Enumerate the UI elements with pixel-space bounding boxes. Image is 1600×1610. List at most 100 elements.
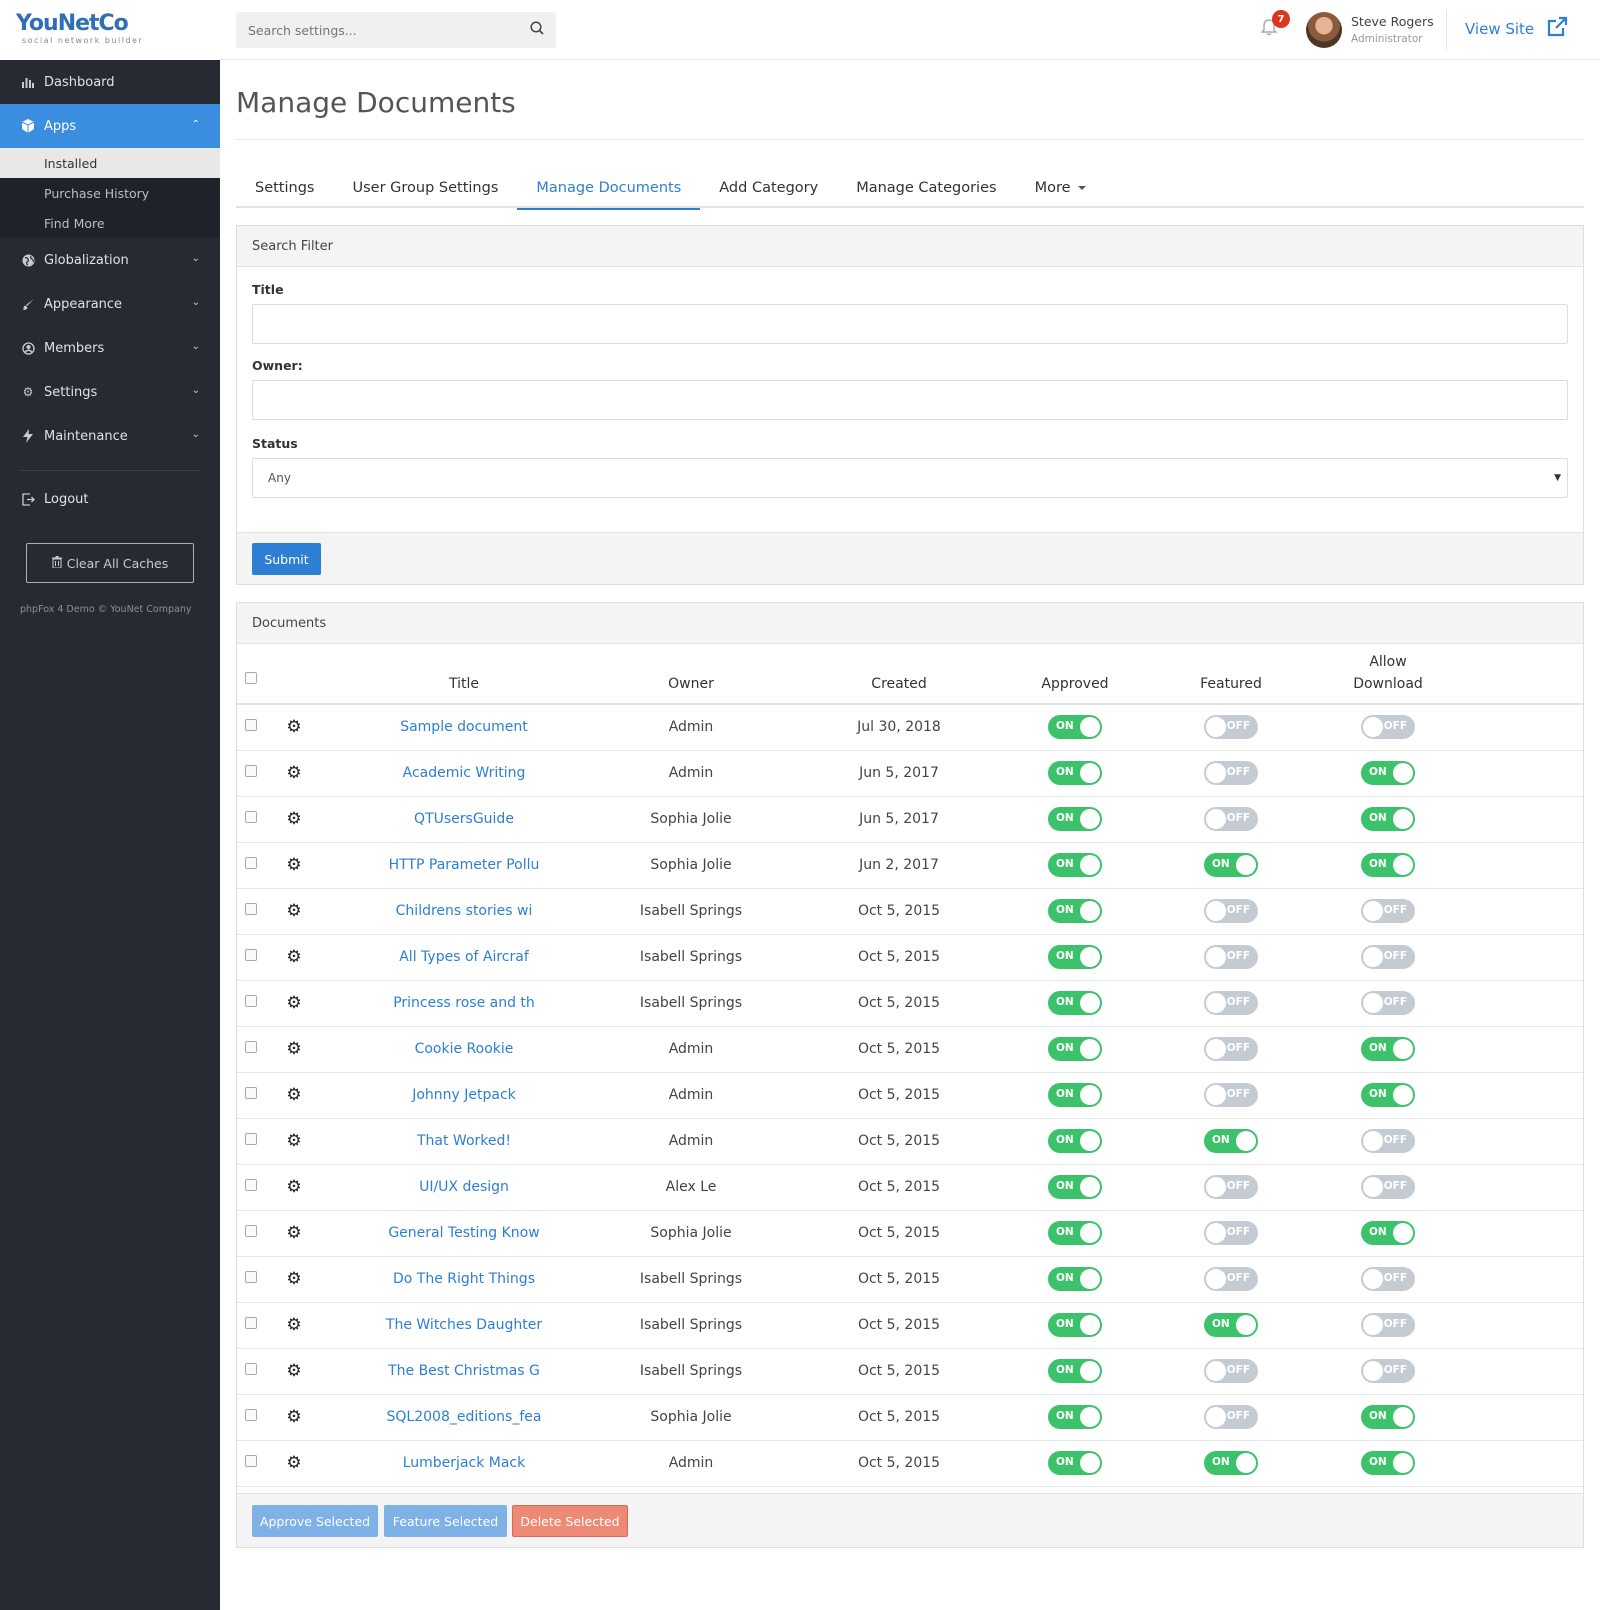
submit-button[interactable]: Submit <box>252 543 321 575</box>
row-checkbox[interactable] <box>245 1087 257 1099</box>
tab-more[interactable]: More <box>1016 168 1105 208</box>
gear-icon[interactable]: ⚙ <box>286 1085 302 1105</box>
featured-toggle[interactable]: OFF <box>1204 991 1258 1015</box>
row-checkbox[interactable] <box>245 1363 257 1375</box>
document-title-link[interactable]: Sample document <box>400 719 528 736</box>
row-checkbox[interactable] <box>245 1317 257 1329</box>
document-title-link[interactable]: Lumberjack Mack <box>402 1455 526 1471</box>
featured-toggle[interactable]: OFF <box>1204 715 1258 740</box>
featured-toggle[interactable]: OFF <box>1204 1405 1258 1429</box>
gear-icon[interactable]: ⚙ <box>286 1315 302 1335</box>
featured-toggle[interactable]: OFF <box>1204 899 1258 923</box>
gear-icon[interactable]: ⚙ <box>286 1269 302 1289</box>
gear-icon[interactable]: ⚙ <box>286 1223 302 1243</box>
sidebar-subitem-purchase-history[interactable]: Purchase History <box>0 178 220 208</box>
featured-toggle[interactable]: ON <box>1204 853 1258 877</box>
sidebar-subitem-find-more[interactable]: Find More <box>0 208 220 238</box>
sidebar-item-settings[interactable]: ⚙ Settings ⌄ <box>0 370 220 414</box>
gear-icon[interactable]: ⚙ <box>286 1039 302 1059</box>
download-toggle[interactable]: OFF <box>1361 1359 1415 1383</box>
row-checkbox[interactable] <box>245 1041 257 1053</box>
download-toggle[interactable]: OFF <box>1361 945 1415 969</box>
approved-toggle[interactable]: ON <box>1048 761 1102 785</box>
sidebar-item-appearance[interactable]: Appearance ⌄ <box>0 282 220 326</box>
sidebar-item-members[interactable]: Members ⌄ <box>0 326 220 370</box>
sidebar-item-dashboard[interactable]: Dashboard <box>0 60 220 104</box>
clear-caches-button[interactable]: Clear All Caches <box>26 543 194 583</box>
download-toggle[interactable]: ON <box>1361 1083 1415 1107</box>
row-checkbox[interactable] <box>245 1455 257 1467</box>
gear-icon[interactable]: ⚙ <box>286 717 302 738</box>
gear-icon[interactable]: ⚙ <box>286 947 302 967</box>
document-title-link[interactable]: Childrens stories wi <box>395 903 533 919</box>
approved-header[interactable]: Approved <box>1021 644 1129 705</box>
download-toggle[interactable]: ON <box>1361 1221 1415 1245</box>
external-link-icon[interactable] <box>1546 16 1568 43</box>
row-checkbox[interactable] <box>245 1179 257 1191</box>
document-title-link[interactable]: UI/UX design <box>419 1179 509 1195</box>
approved-toggle[interactable]: ON <box>1048 1359 1102 1383</box>
gear-icon[interactable]: ⚙ <box>286 1453 302 1473</box>
download-toggle[interactable]: OFF <box>1361 899 1415 923</box>
document-title-link[interactable]: All Types of Aircraf <box>399 949 529 965</box>
document-title-link[interactable]: SQL2008_editions_fea <box>386 1409 542 1425</box>
approved-toggle[interactable]: ON <box>1048 1129 1102 1153</box>
title-field[interactable] <box>252 304 1568 344</box>
approved-toggle[interactable]: ON <box>1048 715 1102 740</box>
download-toggle[interactable]: OFF <box>1361 991 1415 1015</box>
approved-toggle[interactable]: ON <box>1048 991 1102 1015</box>
document-title-link[interactable]: HTTP Parameter Pollu <box>388 857 540 873</box>
status-select[interactable]: Any ▼ <box>252 458 1568 498</box>
featured-toggle[interactable]: OFF <box>1204 945 1258 969</box>
download-toggle[interactable]: ON <box>1361 807 1415 831</box>
notification-badge[interactable]: 7 <box>1272 10 1290 28</box>
document-title-link[interactable]: Cookie Rookie <box>414 1041 514 1057</box>
row-checkbox[interactable] <box>245 1225 257 1237</box>
featured-toggle[interactable]: OFF <box>1204 1175 1258 1199</box>
featured-toggle[interactable]: ON <box>1204 1451 1258 1475</box>
approved-toggle[interactable]: ON <box>1048 945 1102 969</box>
approve-selected-button[interactable]: Approve Selected <box>252 1505 378 1537</box>
row-checkbox[interactable] <box>245 719 257 732</box>
select-all-checkbox[interactable] <box>245 672 257 684</box>
approved-toggle[interactable]: ON <box>1048 1405 1102 1429</box>
allow-download-header[interactable]: Allow Download <box>1333 644 1443 705</box>
row-checkbox[interactable] <box>245 949 257 961</box>
approved-toggle[interactable]: ON <box>1048 1451 1102 1475</box>
search-icon[interactable] <box>530 21 544 39</box>
sidebar-item-globalization[interactable]: Globalization ⌄ <box>0 238 220 282</box>
document-title-link[interactable]: Johnny Jetpack <box>412 1087 516 1103</box>
featured-toggle[interactable]: OFF <box>1204 1221 1258 1245</box>
owner-field[interactable] <box>252 380 1568 420</box>
approved-toggle[interactable]: ON <box>1048 1083 1102 1107</box>
row-checkbox[interactable] <box>245 765 257 777</box>
row-checkbox[interactable] <box>245 995 257 1007</box>
featured-toggle[interactable]: OFF <box>1204 1359 1258 1383</box>
download-toggle[interactable]: OFF <box>1361 1175 1415 1199</box>
document-title-link[interactable]: QTUsersGuide <box>414 811 514 827</box>
tab-user-group-settings[interactable]: User Group Settings <box>352 180 499 196</box>
approved-toggle[interactable]: ON <box>1048 1175 1102 1199</box>
gear-icon[interactable]: ⚙ <box>286 1177 302 1197</box>
featured-toggle[interactable]: OFF <box>1204 1267 1258 1291</box>
approved-toggle[interactable]: ON <box>1048 1221 1102 1245</box>
download-toggle[interactable]: OFF <box>1361 715 1415 740</box>
tab-manage-categories[interactable]: Manage Categories <box>856 180 997 196</box>
download-toggle[interactable]: OFF <box>1361 1267 1415 1291</box>
approved-toggle[interactable]: ON <box>1048 807 1102 831</box>
row-checkbox[interactable] <box>245 811 257 823</box>
featured-header[interactable]: Featured <box>1129 644 1333 705</box>
approved-toggle[interactable]: ON <box>1048 1037 1102 1061</box>
featured-toggle[interactable]: ON <box>1204 1129 1258 1153</box>
featured-toggle[interactable]: OFF <box>1204 761 1258 785</box>
download-toggle[interactable]: ON <box>1361 1451 1415 1475</box>
gear-icon[interactable]: ⚙ <box>286 809 302 829</box>
featured-toggle[interactable]: OFF <box>1204 1037 1258 1061</box>
gear-icon[interactable]: ⚙ <box>286 1131 302 1151</box>
gear-icon[interactable]: ⚙ <box>286 901 302 921</box>
row-checkbox[interactable] <box>245 1133 257 1145</box>
view-site-link[interactable]: View Site <box>1465 20 1535 38</box>
download-toggle[interactable]: ON <box>1361 761 1415 785</box>
featured-toggle[interactable]: OFF <box>1204 1083 1258 1107</box>
document-title-link[interactable]: Do The Right Things <box>393 1271 535 1287</box>
